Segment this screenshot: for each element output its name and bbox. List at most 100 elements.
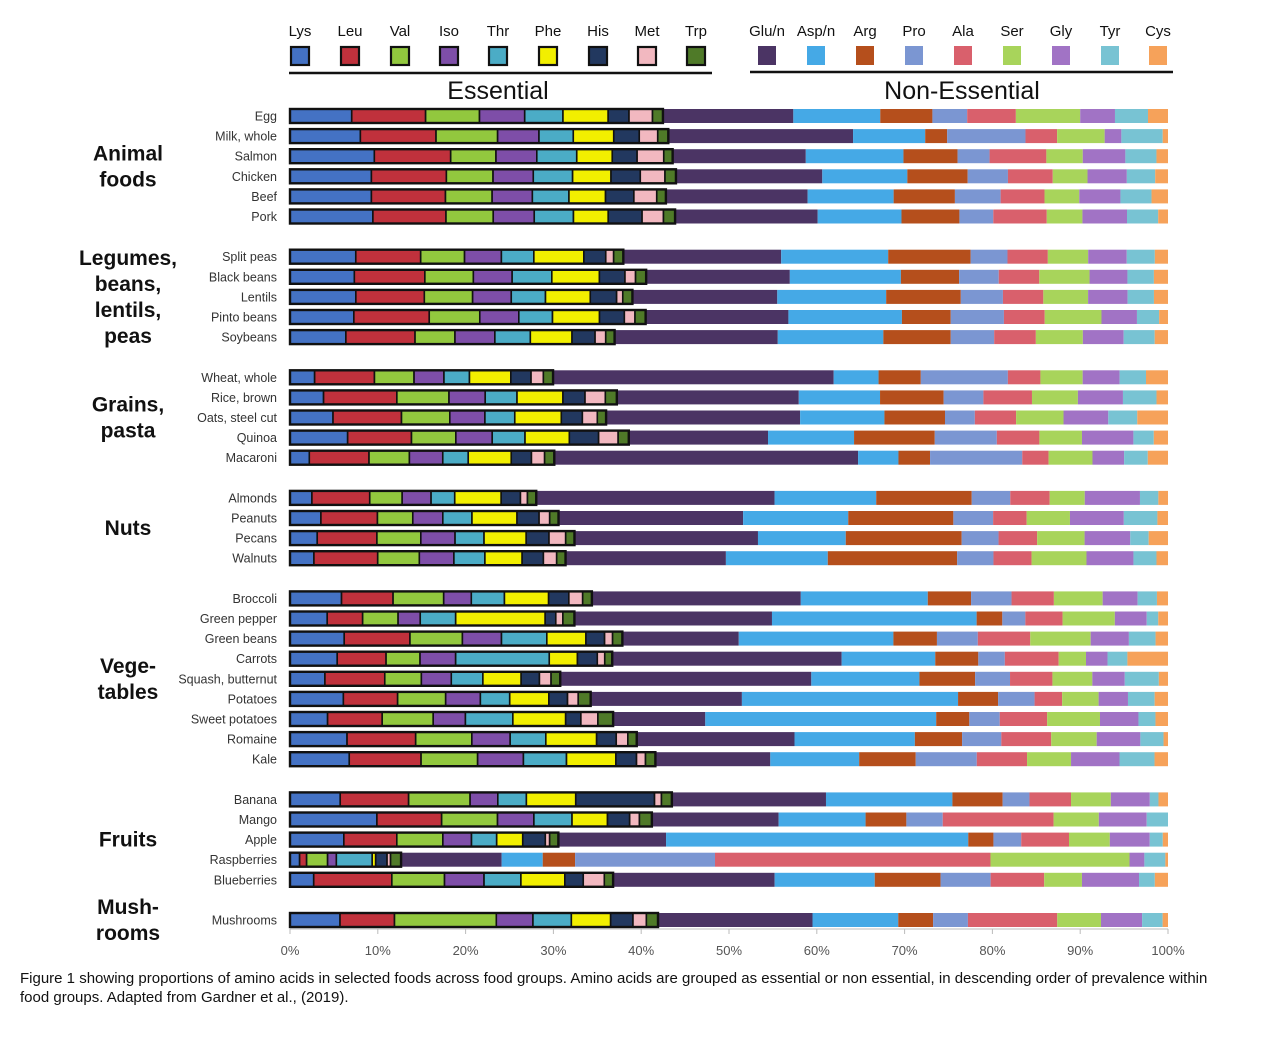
- bar-segment-quinoa-ala: [996, 430, 1040, 445]
- bar-segment-pork-ala: [993, 209, 1047, 224]
- bar-segment-pinto-beans-trp: [634, 309, 647, 325]
- essential-outline-walnuts: [288, 550, 567, 567]
- bar-segment-black-beans-tyr: [1127, 269, 1154, 284]
- group-label-mush-rooms-1: rooms: [96, 922, 160, 945]
- bar-segment-pork-arg: [901, 209, 960, 224]
- bar-segment-mushrooms-lys: [289, 912, 341, 928]
- bar-segment-sweet-potatoes-val: [381, 711, 435, 727]
- bar-segment-potatoes-pro: [998, 691, 1035, 706]
- group-label-legumes-beans-lentils-peas-3: peas: [104, 325, 152, 348]
- bar-segment-squash-butternut-lys: [289, 670, 326, 687]
- bar-segment-chicken-asp-n: [822, 169, 908, 184]
- bar-segment-almonds-asp-n: [774, 490, 877, 505]
- bar-segment-almonds-ala: [1010, 490, 1050, 505]
- bar-segment-macaroni-pro: [930, 450, 1023, 465]
- bar-segment-green-pepper-asp-n: [771, 611, 977, 626]
- bar-segment-quinoa-glu-n: [628, 430, 769, 445]
- bar-segment-salmon-leu: [373, 148, 452, 164]
- bar-segment-carrots-met: [596, 650, 606, 667]
- bar-segment-beef-iso: [491, 188, 534, 205]
- bar-segment-pecans-trp: [564, 530, 576, 546]
- essential-outline-blueberries: [288, 871, 615, 888]
- bar-segment-mushrooms-pro: [933, 913, 968, 927]
- bar-segment-salmon-cys: [1156, 149, 1168, 164]
- bar-segment-romaine-ala: [1001, 732, 1052, 747]
- essential-outline-mango: [288, 811, 654, 828]
- bar-segment-chicken-cys: [1155, 169, 1168, 184]
- bar-segment-romaine-gly: [1096, 732, 1141, 747]
- essential-outline-raspberries: [288, 851, 403, 868]
- bar-segment-wheat-whole-asp-n: [833, 370, 879, 385]
- x-tick-label-9: 90%: [1067, 943, 1093, 958]
- bar-segment-walnuts-phe: [484, 550, 523, 567]
- bar-segment-blueberries-trp: [603, 871, 614, 888]
- bar-segment-peanuts-arg: [848, 511, 954, 525]
- bar-segment-black-beans-pro: [959, 269, 999, 284]
- bar-segment-kale-tyr: [1119, 752, 1155, 767]
- bar-segment-rice-brown-iso: [448, 389, 487, 406]
- legend-label-asp-n: Asp/n: [797, 23, 835, 40]
- essential-outline-pinto-beans: [288, 308, 647, 326]
- bar-segment-romaine-leu: [346, 731, 417, 747]
- group-label-legumes-beans-lentils-peas-0: Legumes,: [79, 247, 177, 270]
- bar-segment-almonds-leu: [311, 490, 371, 506]
- bar-segment-green-beans-phe: [546, 630, 587, 647]
- x-tick-label-4: 40%: [628, 943, 654, 958]
- bar-segment-split-peas-ser: [1047, 249, 1089, 264]
- bar-segment-pinto-beans-val: [428, 309, 481, 325]
- bar-segment-lentils-leu: [355, 289, 426, 305]
- bar-segment-apple-leu: [343, 831, 398, 848]
- bar-segment-kale-ser: [1027, 752, 1072, 767]
- bar-segment-lentils-ser: [1043, 289, 1089, 304]
- bar-segment-kale-iso: [476, 751, 525, 768]
- legend-label-ala: Ala: [952, 23, 974, 40]
- bar-segment-rice-brown-trp: [604, 389, 618, 406]
- bar-segment-romaine-cys: [1163, 732, 1168, 747]
- bar-segment-romaine-his: [595, 731, 618, 747]
- bar-segment-broccoli-val: [392, 590, 445, 607]
- bar-segment-walnuts-ala: [993, 551, 1032, 566]
- bar-segment-mushrooms-arg: [898, 913, 934, 927]
- bar-segment-milk-whole-trp: [656, 128, 670, 144]
- bar-segment-split-peas-met: [604, 248, 615, 265]
- legend-swatch-trp: [685, 45, 707, 67]
- bar-segment-quinoa-leu: [346, 429, 413, 446]
- bar-segment-pecans-glu-n: [574, 531, 758, 546]
- bar-segment-pecans-val: [376, 530, 422, 546]
- food-label-macaroni: Macaroni: [226, 451, 277, 465]
- bar-segment-sweet-potatoes-leu: [326, 711, 383, 727]
- bar-segment-almonds-val: [368, 490, 403, 506]
- bar-segment-green-pepper-phe: [454, 610, 546, 627]
- bar-segment-lentils-lys: [289, 289, 357, 305]
- bar-segment-chicken-arg: [907, 169, 968, 184]
- bar-segment-green-pepper-his: [544, 610, 557, 627]
- bar-segment-broccoli-arg: [927, 591, 972, 606]
- x-tick-label-8: 80%: [979, 943, 1005, 958]
- food-label-squash-butternut: Squash, butternut: [178, 672, 277, 686]
- bar-segment-walnuts-iso: [418, 550, 455, 567]
- bar-segment-peanuts-pro: [953, 511, 994, 525]
- bar-segment-wheat-whole-lys: [289, 369, 316, 386]
- bar-segment-egg-leu: [350, 108, 427, 124]
- bar-segment-soybeans-gly: [1082, 330, 1124, 345]
- bar-segment-raspberries-val: [305, 851, 329, 868]
- bar-segment-macaroni-gly: [1092, 450, 1125, 465]
- bar-segment-broccoli-trp: [581, 590, 593, 607]
- bar-segment-pork-leu: [372, 208, 447, 225]
- bar-segment-blueberries-pro: [940, 872, 991, 887]
- bar-segment-carrots-lys: [289, 650, 339, 667]
- bar-segment-almonds-iso: [401, 490, 432, 506]
- bar-segment-macaroni-tyr: [1124, 450, 1148, 465]
- bar-segment-milk-whole-met: [638, 128, 659, 144]
- bar-segment-raspberries-cys: [1165, 852, 1168, 867]
- bar-segment-broccoli-leu: [340, 590, 394, 607]
- bar-segment-soybeans-trp: [604, 329, 616, 345]
- bar-segment-soybeans-glu-n: [614, 330, 778, 345]
- bar-segment-kale-asp-n: [770, 752, 860, 767]
- bar-segment-lentils-arg: [886, 289, 961, 304]
- x-tick-label-0: 0%: [281, 943, 300, 958]
- legend-swatch-ser: [1003, 46, 1021, 65]
- bar-segment-green-beans-ser: [1030, 631, 1091, 646]
- food-label-milk-whole: Milk, whole: [215, 130, 277, 144]
- food-label-sweet-potatoes: Sweet potatoes: [191, 713, 277, 727]
